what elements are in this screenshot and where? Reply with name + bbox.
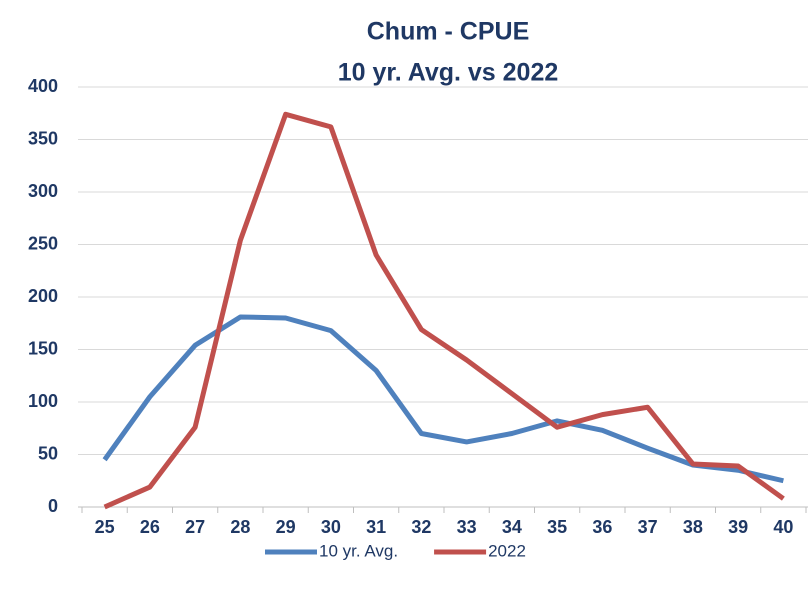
y-tick-label: 400 — [28, 76, 58, 96]
x-tick-label: 26 — [140, 517, 160, 537]
x-tick-label: 36 — [592, 517, 612, 537]
y-tick-label: 300 — [28, 181, 58, 201]
x-tick-label: 32 — [411, 517, 431, 537]
chart-subtitle: 10 yr. Avg. vs 2022 — [338, 59, 559, 87]
legend-label: 2022 — [488, 541, 526, 560]
x-tick-label: 25 — [95, 517, 115, 537]
series-line — [102, 314, 784, 484]
x-tick-label: 35 — [547, 517, 567, 537]
x-tick-label: 40 — [773, 517, 793, 537]
y-tick-label: 50 — [38, 443, 58, 463]
chart-title: Chum - CPUE — [367, 18, 530, 46]
x-tick-label: 27 — [185, 517, 205, 537]
y-tick-label: 250 — [28, 233, 58, 253]
x-tick-label: 29 — [276, 517, 296, 537]
x-tick-label: 39 — [728, 517, 748, 537]
y-tick-label: 100 — [28, 391, 58, 411]
y-tick-label: 350 — [28, 128, 58, 148]
x-tick-label: 37 — [638, 517, 658, 537]
y-tick-label: 0 — [48, 496, 58, 516]
x-tick-label: 28 — [230, 517, 250, 537]
y-tick-label: 200 — [28, 286, 58, 306]
legend-label: 10 yr. Avg. — [319, 541, 398, 560]
series-line — [103, 111, 785, 510]
x-tick-label: 34 — [502, 517, 522, 537]
x-tick-label: 33 — [457, 517, 477, 537]
y-tick-label: 150 — [28, 338, 58, 358]
x-tick-label: 38 — [683, 517, 703, 537]
x-tick-label: 31 — [366, 517, 386, 537]
x-tick-label: 30 — [321, 517, 341, 537]
